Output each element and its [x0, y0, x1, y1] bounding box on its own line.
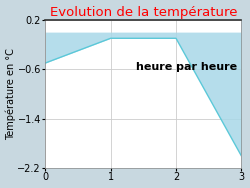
- Title: Evolution de la température: Evolution de la température: [50, 6, 237, 19]
- Text: heure par heure: heure par heure: [136, 62, 237, 72]
- Y-axis label: Température en °C: Température en °C: [6, 48, 16, 140]
